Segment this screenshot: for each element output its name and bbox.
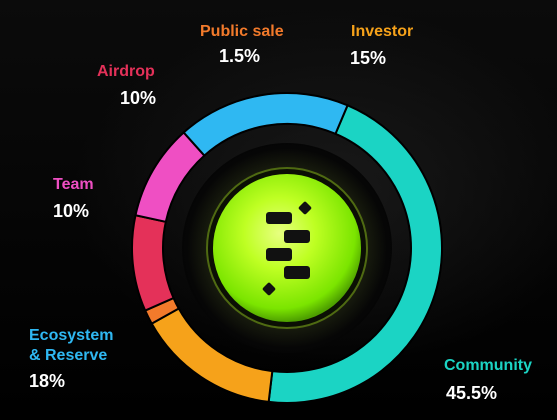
label-airdrop-value: 10% (120, 88, 157, 108)
label-ecosystem-name-line2: & Reserve (29, 347, 108, 364)
slice-airdrop (131, 214, 175, 312)
label-community-value: 45.5% (446, 383, 498, 403)
label-team-value: 10% (53, 201, 90, 221)
label-team-name: Team (53, 176, 94, 193)
slice-ecosystem-reserve (182, 92, 349, 157)
label-ecosystem-value: 18% (29, 371, 66, 391)
label-airdrop-name: Airdrop (97, 63, 155, 80)
label-investor-value: 15% (350, 48, 387, 68)
label-investor-name: Investor (351, 23, 414, 40)
token-logo-icon (262, 201, 312, 296)
label-public-sale-name: Public sale (200, 23, 284, 40)
label-community-name: Community (444, 357, 532, 374)
label-public-sale-value: 1.5% (219, 46, 261, 66)
label-ecosystem-name-line1: Ecosystem (29, 327, 114, 344)
ring-slices (131, 92, 443, 404)
